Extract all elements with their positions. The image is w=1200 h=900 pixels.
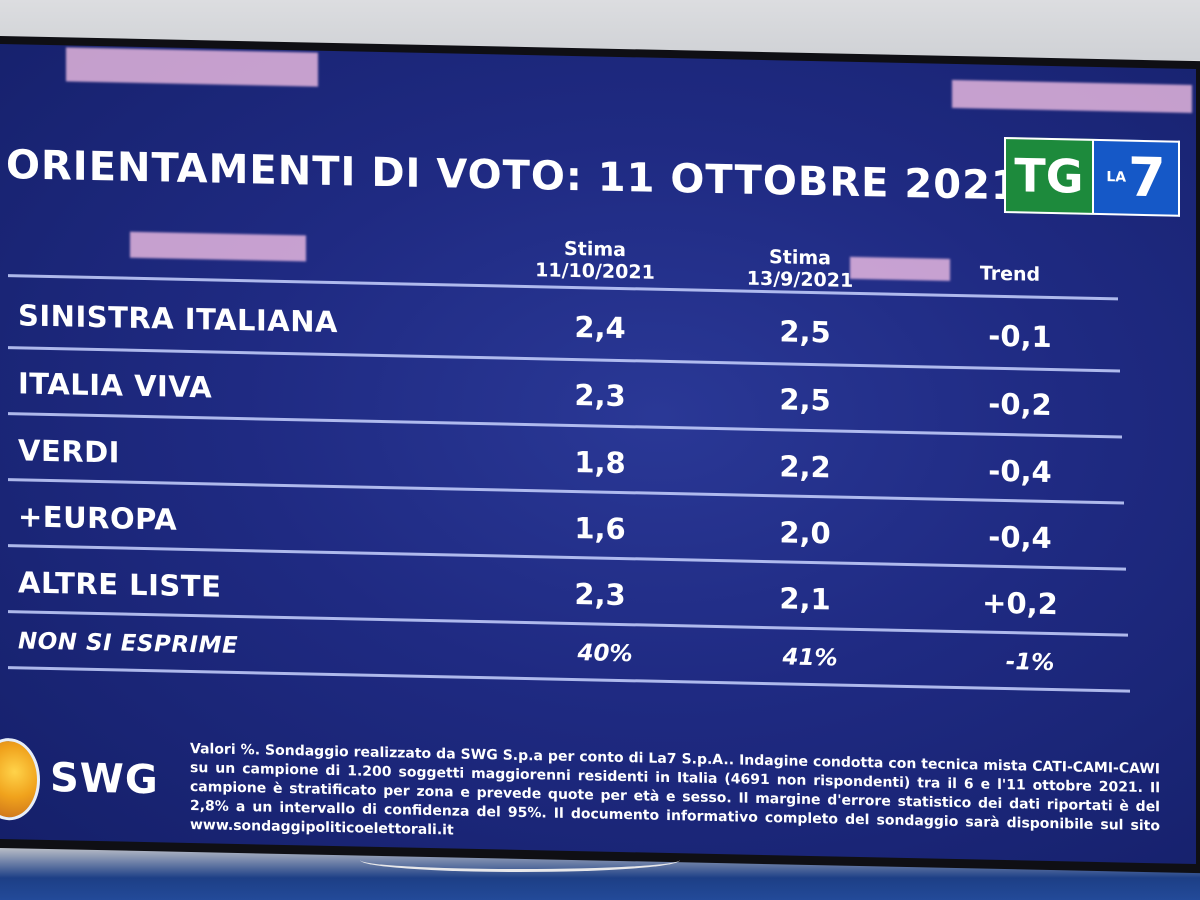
swg-logo: SWG bbox=[0, 732, 175, 836]
methodology-footnote: Valori %. Sondaggio realizzato da SWG S.… bbox=[190, 740, 1160, 839]
value-previous: 2,5 bbox=[779, 382, 831, 418]
party-name: SINISTRA ITALIANA bbox=[18, 298, 338, 340]
value-trend: -1% bbox=[1005, 649, 1055, 677]
value-current: 2,4 bbox=[574, 310, 626, 346]
party-name: VERDI bbox=[18, 433, 120, 470]
value-current: 2,3 bbox=[574, 577, 626, 613]
column-header-current-line2: 11/10/2021 bbox=[535, 259, 655, 284]
poll-panel: ORIENTAMENTI DI VOTO: 11 OTTOBRE 2021 TG… bbox=[0, 44, 1196, 865]
value-trend: -0,2 bbox=[988, 386, 1052, 423]
glare-reflection bbox=[66, 47, 318, 87]
glare-reflection bbox=[952, 79, 1192, 113]
party-name: ITALIA VIVA bbox=[18, 366, 213, 405]
party-name: NON SI ESPRIME bbox=[18, 628, 239, 659]
value-current: 2,3 bbox=[574, 378, 626, 414]
page-title: ORIENTAMENTI DI VOTO: 11 OTTOBRE 2021 bbox=[6, 142, 1020, 210]
column-header-previous: Stima 13/9/2021 bbox=[715, 245, 885, 293]
logo-la7: LA 7 bbox=[1094, 138, 1180, 217]
value-trend: -0,1 bbox=[988, 318, 1052, 355]
tg-la7-logo: TG LA 7 bbox=[1004, 137, 1180, 217]
value-previous: 2,2 bbox=[779, 449, 831, 485]
value-previous: 41% bbox=[782, 644, 838, 672]
value-previous: 2,5 bbox=[779, 314, 831, 350]
column-header-current: Stima 11/10/2021 bbox=[510, 237, 680, 285]
cable bbox=[360, 848, 680, 872]
party-name: ALTRE LISTE bbox=[18, 565, 222, 604]
logo-la: LA bbox=[1106, 169, 1127, 186]
value-trend: -0,4 bbox=[988, 519, 1052, 556]
value-trend: +0,2 bbox=[982, 585, 1058, 622]
glare-reflection bbox=[130, 231, 306, 262]
value-current: 1,6 bbox=[574, 511, 626, 547]
swg-emblem-icon bbox=[0, 737, 40, 821]
value-previous: 2,1 bbox=[779, 581, 831, 617]
tv-screen: ORIENTAMENTI DI VOTO: 11 OTTOBRE 2021 TG… bbox=[0, 36, 1200, 874]
value-current: 40% bbox=[577, 640, 633, 668]
value-current: 1,8 bbox=[574, 445, 626, 481]
swg-wordmark: SWG bbox=[50, 755, 159, 804]
column-header-trend: Trend bbox=[979, 262, 1041, 286]
logo-seven: 7 bbox=[1128, 145, 1166, 210]
logo-tg: TG bbox=[1004, 137, 1094, 215]
party-name: +EUROPA bbox=[18, 499, 178, 537]
value-trend: -0,4 bbox=[988, 453, 1052, 490]
value-previous: 2,0 bbox=[779, 515, 831, 551]
